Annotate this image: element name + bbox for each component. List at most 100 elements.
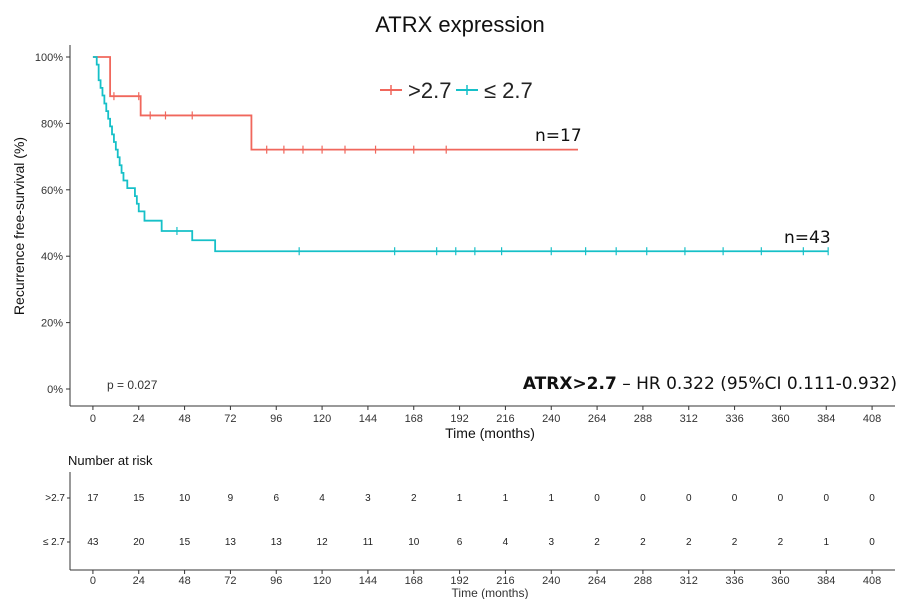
risk-count: 15 xyxy=(133,493,145,504)
risk-count: 0 xyxy=(869,537,875,548)
risk-count: 2 xyxy=(778,537,784,548)
x-tick-label: 24 xyxy=(133,413,145,425)
risk-x-tick-label: 144 xyxy=(359,575,377,587)
y-tick-label: 20% xyxy=(41,318,63,330)
risk-x-tick-label: 216 xyxy=(496,575,514,587)
y-tick-label: 0% xyxy=(47,384,63,396)
risk-x-tick-label: 336 xyxy=(725,575,743,587)
risk-count: 1 xyxy=(548,493,554,504)
risk-count: 13 xyxy=(225,537,237,548)
risk-x-tick-label: 264 xyxy=(588,575,606,587)
legend: >2.7 ≤ 2.7 xyxy=(380,78,533,103)
risk-x-axis-label: Time (months) xyxy=(452,586,529,599)
risk-count: 17 xyxy=(87,493,99,504)
x-tick-label: 96 xyxy=(270,413,282,425)
risk-x-tick-label: 48 xyxy=(178,575,190,587)
hazard-ratio-label: ATRX>2.7 – HR 0.322 (95%CI 0.111-0.932) xyxy=(523,374,897,394)
y-tick-label: 80% xyxy=(41,118,63,130)
x-tick-label: 384 xyxy=(817,413,835,425)
legend-label-high: >2.7 xyxy=(408,78,451,103)
risk-x-tick-label: 72 xyxy=(224,575,236,587)
y-tick-label: 100% xyxy=(35,52,63,64)
x-tick-label: 288 xyxy=(634,413,652,425)
x-tick-label: 240 xyxy=(542,413,560,425)
y-axis-label: Recurrence free-survival (%) xyxy=(11,137,27,315)
risk-count: 0 xyxy=(686,493,692,504)
n-label-low: n=43 xyxy=(784,228,831,248)
x-tick-label: 312 xyxy=(680,413,698,425)
risk-count: 6 xyxy=(273,493,279,504)
risk-table-title: Number at risk xyxy=(68,453,153,468)
risk-count: 4 xyxy=(319,493,325,504)
risk-count: 15 xyxy=(179,537,191,548)
y-tick-label: 40% xyxy=(41,251,63,263)
risk-count: 0 xyxy=(869,493,875,504)
p-value-label: p = 0.027 xyxy=(107,378,158,392)
risk-x-tick-label: 168 xyxy=(405,575,423,587)
x-tick-label: 360 xyxy=(771,413,789,425)
risk-count: 6 xyxy=(457,537,463,548)
risk-x-tick-label: 120 xyxy=(313,575,331,587)
risk-x-tick-label: 240 xyxy=(542,575,560,587)
risk-count: 1 xyxy=(457,493,463,504)
risk-count: 9 xyxy=(228,493,234,504)
risk-x-tick-label: 408 xyxy=(863,575,881,587)
y-axis-ticks: 0% 20% 40% 60% 80% 100% xyxy=(35,52,70,396)
risk-count: 2 xyxy=(686,537,692,548)
hr-value-label: – HR 0.322 (95%CI 0.111-0.932) xyxy=(617,374,897,394)
x-tick-label: 216 xyxy=(496,413,514,425)
risk-count: 12 xyxy=(317,537,329,548)
risk-x-tick-label: 384 xyxy=(817,575,835,587)
risk-count: 43 xyxy=(87,537,99,548)
risk-row-label: >2.7 xyxy=(45,493,65,504)
risk-count: 0 xyxy=(732,493,738,504)
x-tick-label: 192 xyxy=(450,413,468,425)
n-label-high: n=17 xyxy=(535,126,582,146)
risk-x-tick-label: 24 xyxy=(133,575,145,587)
risk-x-tick-label: 96 xyxy=(270,575,282,587)
x-tick-label: 0 xyxy=(90,413,96,425)
x-axis-ticks: 0 24 48 72 96 120 144 168 192 216 240 264 288 312 336 3… xyxy=(90,406,881,425)
risk-count: 1 xyxy=(823,537,829,548)
risk-count: 3 xyxy=(548,537,554,548)
legend-label-low: ≤ 2.7 xyxy=(484,78,533,103)
x-tick-label: 264 xyxy=(588,413,606,425)
survival-line-series-0 xyxy=(92,56,578,151)
x-tick-label: 336 xyxy=(725,413,743,425)
risk-count: 0 xyxy=(823,493,829,504)
risk-count: 3 xyxy=(365,493,371,504)
risk-x-tick-label: 192 xyxy=(450,575,468,587)
risk-count: 20 xyxy=(133,537,145,548)
x-axis-label: Time (months) xyxy=(445,425,535,441)
risk-count: 2 xyxy=(732,537,738,548)
risk-count: 13 xyxy=(271,537,283,548)
x-tick-label: 48 xyxy=(178,413,190,425)
risk-x-tick-label: 0 xyxy=(90,575,96,587)
risk-count: 4 xyxy=(503,537,509,548)
x-tick-label: 144 xyxy=(359,413,377,425)
risk-table: >2.7 17 15 10 9 6 4 3 2 1 1 1 0 0 0 0 0 0 0≤ 2.7 43 20 15 13 13… xyxy=(43,493,875,548)
risk-count: 10 xyxy=(179,493,191,504)
y-tick-label: 60% xyxy=(41,185,63,197)
risk-x-tick-label: 312 xyxy=(680,575,698,587)
risk-count: 0 xyxy=(640,493,646,504)
risk-count: 1 xyxy=(503,493,509,504)
x-tick-label: 120 xyxy=(313,413,331,425)
x-tick-label: 168 xyxy=(405,413,423,425)
risk-x-tick-label: 288 xyxy=(634,575,652,587)
risk-count: 2 xyxy=(594,537,600,548)
risk-x-axis-ticks: 0 24 48 72 96 120 144 168 192 216 240 264 288 312 336 3… xyxy=(90,570,881,587)
risk-count: 10 xyxy=(408,537,420,548)
risk-count: 2 xyxy=(640,537,646,548)
risk-count: 0 xyxy=(594,493,600,504)
survival-curves xyxy=(92,56,829,256)
x-tick-label: 408 xyxy=(863,413,881,425)
x-tick-label: 72 xyxy=(224,413,236,425)
risk-count: 11 xyxy=(363,537,374,548)
chart-title: ATRX expression xyxy=(375,12,545,37)
risk-count: 0 xyxy=(778,493,784,504)
risk-row-label: ≤ 2.7 xyxy=(43,537,66,548)
risk-count: 2 xyxy=(411,493,417,504)
risk-x-tick-label: 360 xyxy=(771,575,789,587)
